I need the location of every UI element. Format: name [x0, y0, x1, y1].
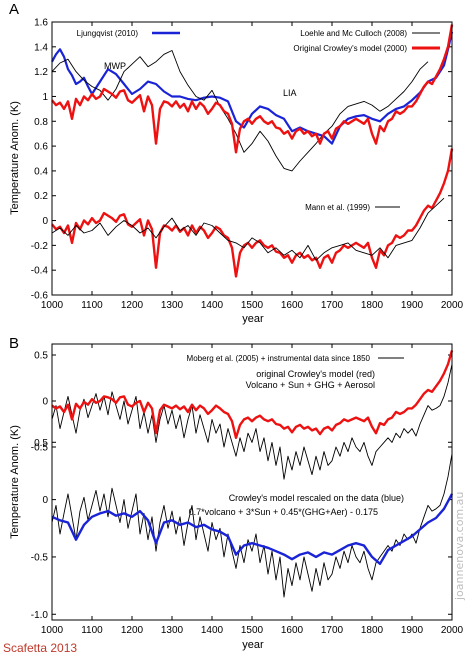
panel-b-xtick-label: 1600: [281, 625, 304, 636]
panel-a-series-line: [51, 24, 454, 154]
panel-a-series: [51, 24, 454, 278]
panel-b-ticks: 1000 1100 1200 1300 1400 1500 1600 1700 1800 1900…: [31, 344, 464, 636]
panel-a-series-line: [51, 197, 445, 261]
panel-a-ticks: 1000 1100 1200 1300 1400 1500 1600 1700 1800 1900…: [31, 18, 464, 312]
panel-b-xtick-label: 1300: [161, 625, 184, 636]
panel-b-xtick-label: 1400: [201, 625, 224, 636]
panel-a-ytick-label: 0.2: [34, 191, 48, 202]
panel-a-ytick-label: -0.2: [31, 241, 49, 252]
annotation-lia: LIA: [283, 88, 297, 98]
panel-b-xtick-label: 1700: [321, 625, 344, 636]
annotation-mwp: MWP: [104, 61, 126, 71]
panel-a-xtick-label: 1100: [81, 300, 103, 311]
panel-b-xtick-label: 1900: [401, 625, 424, 636]
legend-loehle: Loehle and Mc Culloch (2008): [300, 29, 407, 38]
legend-moberg: Moberg et al. (2005) + instrumental data…: [187, 354, 371, 363]
legend-mann: Mann et al. (1999): [305, 203, 370, 212]
panel-a-ytick-label: 1: [42, 92, 48, 103]
annotation-forcings: Volcano + Sun + GHG + Aerosol: [246, 380, 375, 390]
panel-b-series-line: [51, 364, 453, 480]
panel-b-xtick-label: 2000: [441, 625, 464, 636]
panel-a-xtick-label: 1900: [401, 300, 424, 311]
panel-a-xlabel: year: [242, 313, 264, 325]
panel-b-series-line: [51, 350, 454, 439]
panel-b-legend: Moberg et al. (2005) + instrumental data…: [187, 354, 404, 363]
panel-a-ytick-label: 0.4: [34, 166, 48, 177]
panel-b-ytick-label: 0: [42, 397, 48, 408]
panel-b-xtick-label: 1000: [41, 625, 64, 636]
panel-a-ylabel: Temperature Anom. (K): [9, 101, 21, 215]
panel-a-ytick-label: 0.6: [34, 142, 48, 153]
panel-b: 1000 1100 1200 1300 1400 1500 1600 1700 1800 1900…: [9, 343, 464, 651]
panel-a: 1000 1100 1200 1300 1400 1500 1600 1700 1800 1900…: [9, 18, 464, 326]
panel-a-xtick-label: 1300: [161, 300, 184, 311]
annotation-rescaled: Crowley's model rescaled on the data (bl…: [229, 493, 404, 503]
panel-a-xtick-label: 1000: [41, 300, 64, 311]
panel-b-ytick-label: 0: [42, 495, 48, 506]
panel-a-legend: Ljungqvist (2010) Loehle and Mc Culloch …: [77, 29, 440, 212]
credit: Scafetta 2013: [3, 641, 77, 655]
panel-a-frame: [51, 21, 453, 296]
panel-b-xlabel: year: [242, 639, 264, 651]
panel-a-xtick-label: 1500: [241, 300, 264, 311]
panel-a-ytick-label: -0.4: [31, 266, 49, 277]
panel-b-ytick-label: 0.5: [34, 351, 48, 362]
panel-a-xtick-label: 2000: [441, 300, 464, 311]
panel-a-ytick-label: -0.6: [31, 291, 49, 302]
panel-a-ytick-label: 1.4: [34, 42, 48, 53]
panel-a-xtick-label: 1800: [361, 300, 384, 311]
panel-b-xtick-label: 1200: [121, 625, 144, 636]
annotation-formula: 0.7*volcano + 3*Sun + 0.45*(GHG+Aer) - 0…: [189, 507, 378, 517]
panel-b-ylabel: Temperature Anom. (K): [9, 425, 21, 539]
panel-a-xtick-label: 1400: [201, 300, 224, 311]
panel-b-series-line: [51, 453, 453, 598]
panel-a-series-line: [51, 148, 454, 278]
panel-b-xtick-label: 1800: [361, 625, 384, 636]
panel-b-ytick-label: -1.0: [31, 610, 49, 621]
panel-b-frame: [51, 343, 453, 621]
legend-crowley: Original Crowley's model (2000): [293, 44, 407, 53]
panel-a-xtick-label: 1600: [281, 300, 304, 311]
panel-a-ytick-label: 0: [42, 216, 48, 227]
panel-b-letter: B: [9, 335, 19, 352]
panel-a-series-line: [51, 31, 454, 145]
panel-a-xtick-label: 1200: [121, 300, 144, 311]
legend-ljungqvist: Ljungqvist (2010): [77, 29, 139, 38]
panel-a-ytick-label: 1.6: [34, 18, 48, 29]
panel-b-series-line: [51, 493, 454, 565]
panel-a-series-line: [51, 50, 429, 172]
panel-b-series: [51, 350, 454, 598]
panel-b-xtick-label: 1100: [81, 625, 103, 636]
panel-a-letter: A: [9, 1, 19, 18]
watermark: joannenova.com.au: [453, 492, 466, 601]
panel-b-ytick-label: 0.5: [34, 438, 48, 449]
panel-b-ytick-label: -0.5: [31, 552, 49, 563]
panel-a-ytick-label: 1.2: [34, 67, 48, 78]
panel-b-xtick-label: 1500: [241, 625, 264, 636]
annotation-original-crowley: original Crowley's model (red): [256, 369, 375, 379]
panel-b-ytick-label: -0.5: [31, 443, 49, 454]
panel-a-ytick-label: 0.8: [34, 117, 48, 128]
panel-a-xtick-label: 1700: [321, 300, 344, 311]
